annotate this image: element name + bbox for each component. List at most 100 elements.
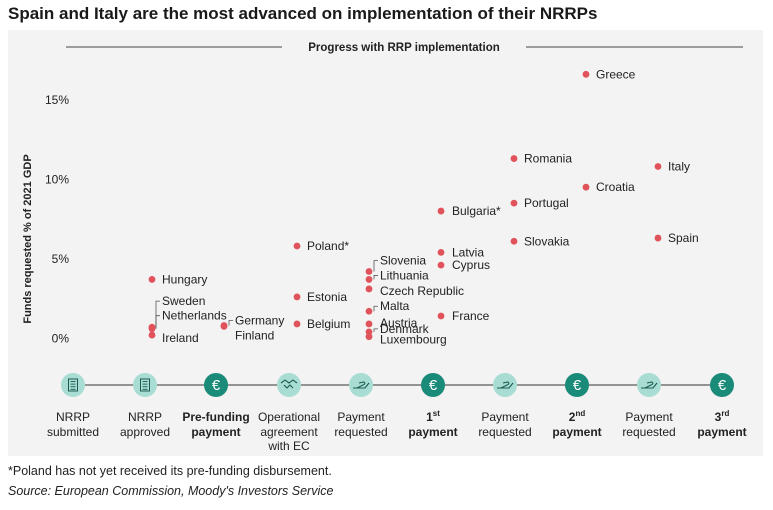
stage-icon-10: € (710, 373, 734, 397)
point-croatia (582, 183, 590, 191)
svg-text:€: € (212, 377, 221, 394)
point-label: Romania (524, 152, 572, 166)
stage-label: with EC (267, 439, 310, 453)
euro-icon (204, 373, 228, 397)
point-portugal (510, 199, 518, 207)
point-ireland (148, 331, 156, 339)
euro-icon (710, 373, 734, 397)
point-label: Cyprus (452, 258, 490, 272)
point-label: Poland* (307, 239, 349, 253)
point-france (437, 312, 445, 320)
point-label: Hungary (162, 272, 207, 286)
y-tick-label: 0% (52, 331, 70, 345)
leader-line (155, 315, 160, 329)
chart-title: Spain and Italy are the most advanced on… (8, 4, 598, 23)
point-label: Sweden (162, 294, 205, 308)
stage-label: Payment (625, 410, 673, 424)
stage-icon-7 (493, 373, 517, 397)
stage-label: Pre-funding (182, 410, 249, 424)
point-bulgaria (437, 207, 445, 215)
y-tick-label: 15% (45, 93, 69, 107)
point-label: Netherlands (162, 309, 227, 323)
svg-text:€: € (718, 377, 727, 394)
stage-icon-8: € (565, 373, 589, 397)
point-label: Finland (235, 328, 274, 342)
stage-label: approved (120, 425, 170, 439)
point-luxembourg (365, 333, 373, 341)
chart-panel: Progress with RRP implementation Funds re… (8, 30, 763, 456)
euro-icon (565, 373, 589, 397)
point-label: Portugal (524, 196, 569, 210)
stage-label: submitted (47, 425, 99, 439)
point-hungary (148, 276, 156, 283)
point-greece (582, 70, 590, 78)
stage-label: payment (697, 425, 746, 439)
stage-label: Payment (337, 410, 385, 424)
handshake-icon (277, 373, 301, 397)
hand-icon (493, 373, 517, 397)
stage-label: requested (334, 425, 387, 439)
stage-label: NRRP (56, 410, 90, 424)
stage-icon-5 (349, 373, 373, 397)
point-cyprus (437, 261, 445, 269)
stage-label: requested (622, 425, 675, 439)
point-denmark (365, 328, 373, 336)
document-icon (61, 373, 85, 397)
stage-label: Payment (481, 410, 529, 424)
stage-label: agreement (260, 425, 318, 439)
stage-icon-2 (133, 373, 157, 397)
svg-text:€: € (429, 377, 438, 394)
point-label: Slovenia (380, 253, 426, 267)
point-label: Greece (596, 67, 636, 81)
point-label: Slovakia (524, 234, 570, 248)
point-finland (220, 322, 228, 330)
leader-line (373, 328, 378, 332)
point-malta (365, 307, 373, 315)
stage-label: 3rd (715, 409, 730, 424)
point-latvia (437, 248, 445, 256)
point-label: Malta (380, 299, 410, 313)
stage-label: payment (552, 425, 601, 439)
point-poland (293, 242, 301, 250)
stage-label: payment (191, 425, 240, 439)
stage-icon-3: € (204, 373, 228, 397)
hand-icon (637, 373, 661, 397)
point-romania (510, 155, 518, 162)
point-label: France (452, 309, 490, 323)
y-axis-label: Funds requested % of 2021 GDP (22, 154, 34, 323)
point-slovenia (365, 268, 373, 275)
point-label: Luxembourg (380, 333, 447, 347)
point-label: Austria (380, 316, 418, 330)
point-label: Czech Republic (380, 284, 464, 298)
source-note: Source: European Commission, Moody's Inv… (8, 484, 334, 498)
document-icon (133, 373, 157, 397)
point-label: Denmark (380, 322, 430, 336)
stage-label: Operational (258, 410, 320, 424)
stage-icon-9 (637, 373, 661, 397)
point-czech republic (365, 285, 373, 293)
y-tick-label: 5% (52, 252, 70, 266)
point-netherlands (148, 325, 156, 333)
point-italy (654, 163, 662, 170)
leader-line (373, 260, 378, 272)
svg-text:€: € (573, 377, 582, 394)
stage-label: 1st (426, 409, 440, 424)
stage-label: payment (408, 425, 457, 439)
stage-icon-6: € (421, 373, 445, 397)
stage-icon-4 (277, 373, 301, 397)
point-slovakia (510, 237, 518, 245)
point-label: Ireland (162, 331, 199, 345)
hand-icon (349, 373, 373, 397)
point-austria (365, 320, 373, 328)
point-estonia (293, 293, 301, 301)
point-spain (654, 234, 662, 242)
euro-icon (421, 373, 445, 397)
point-label: Estonia (307, 290, 347, 304)
stage-label: NRRP (128, 410, 162, 424)
point-label: Belgium (307, 317, 350, 331)
footnote: *Poland has not yet received its pre-fun… (8, 464, 332, 478)
stage-icon-1 (61, 373, 85, 397)
chart-subtitle: Progress with RRP implementation (308, 42, 500, 54)
point-label: Lithuania (380, 268, 429, 282)
leader-line (155, 300, 160, 328)
